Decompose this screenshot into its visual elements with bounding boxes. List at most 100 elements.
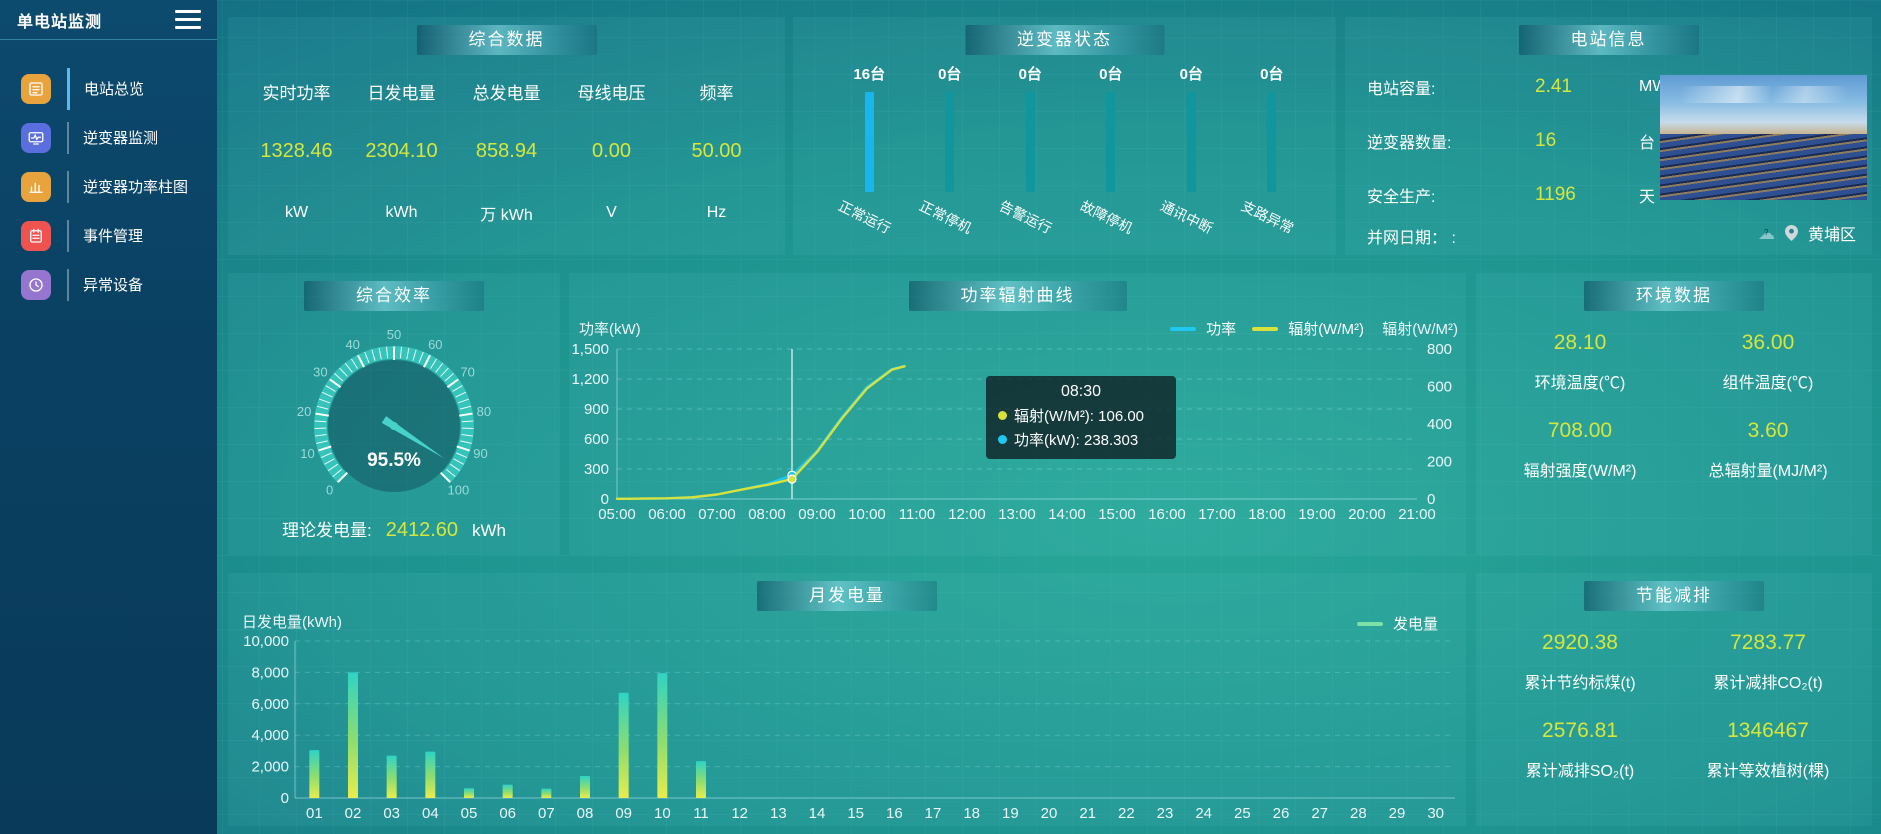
tooltip-series-value: 辐射(W/M²): 106.00 xyxy=(1014,408,1145,425)
station-info-row: 电站容量: 2.41 MW xyxy=(1367,75,1667,99)
svg-text:14:00: 14:00 xyxy=(1048,506,1086,523)
summary-metric-unit: 万 kWh xyxy=(480,206,533,224)
tooltip-series-dot xyxy=(998,435,1007,444)
station-info-value: 1196 xyxy=(1535,184,1576,205)
sidebar-item-label: 逆变器功率柱图 xyxy=(83,179,189,196)
svg-text:08:00: 08:00 xyxy=(748,506,786,523)
svg-text:15: 15 xyxy=(847,805,864,822)
sidebar-item-label: 事件管理 xyxy=(83,228,144,245)
inverter-status-column: 0台支路异常 xyxy=(1232,63,1313,236)
svg-text:07:00: 07:00 xyxy=(698,506,736,523)
environment-metric: 3.60 总辐射量(MJ/M²) xyxy=(1674,419,1862,481)
svg-text:16:00: 16:00 xyxy=(1148,506,1186,523)
cloud-icon[interactable]: ☁? xyxy=(1757,223,1775,243)
svg-text:11:00: 11:00 xyxy=(899,506,935,523)
saving-metric: 2920.38 累计节约标煤(t) xyxy=(1486,631,1674,693)
tooltip-row: 功率(kW): 238.303 xyxy=(998,429,1164,450)
sidebar: 单电站监测 电站总览 逆变器监测逆变器功率柱图 事件管理异常设备 xyxy=(0,0,217,834)
environment-metric-value: 3.60 xyxy=(1747,419,1789,442)
svg-text:2,000: 2,000 xyxy=(251,759,289,776)
inverter-count: 0台 xyxy=(1260,66,1284,83)
inverter-status-bar xyxy=(1186,92,1196,192)
summary-metric-value: 0.00 xyxy=(592,140,631,163)
app-title: 单电站监测 xyxy=(17,13,103,31)
svg-text:25: 25 xyxy=(1234,805,1251,822)
svg-text:10: 10 xyxy=(300,446,314,461)
svg-text:0: 0 xyxy=(281,790,289,807)
power-curve-chart[interactable]: 0 300 600 900 1,200 1,500 0 200 400 600 800 05:00 06… xyxy=(569,273,1466,555)
svg-text:27: 27 xyxy=(1311,805,1328,822)
panel-summary-title: 综合数据 xyxy=(416,25,597,55)
svg-text:12:00: 12:00 xyxy=(948,506,986,523)
saving-metric: 1346467 累计等效植树(棵) xyxy=(1674,719,1862,781)
station-info-value: 16 xyxy=(1535,130,1557,151)
legend-marker-power xyxy=(1170,326,1197,331)
power-bars-icon xyxy=(21,171,51,202)
panel-summary: 综合数据 实时功率 日发电量 总发电量 母线电压 频率 1328.46 2304.10 858… xyxy=(228,17,785,255)
svg-text:19: 19 xyxy=(1002,805,1019,822)
saving-metric-value: 2920.38 xyxy=(1542,631,1618,654)
station-info-row: 逆变器数量: 16 台 xyxy=(1367,129,1655,153)
inverter-count: 0台 xyxy=(1179,66,1203,83)
inverter-status-bar xyxy=(1025,92,1035,192)
svg-text:300: 300 xyxy=(584,461,609,478)
event-note-icon xyxy=(21,220,51,251)
svg-text:11: 11 xyxy=(693,805,709,822)
station-photo xyxy=(1660,75,1867,200)
inverter-status-label: 告警运行 xyxy=(997,197,1055,237)
panel-monthly-energy: 月发电量 日发电量(kWh) 发电量 0 2,000 4,000 6,000 8,000… xyxy=(228,573,1466,826)
summary-metric-label: 实时功率 xyxy=(262,83,331,103)
svg-text:800: 800 xyxy=(1427,341,1452,358)
svg-text:600: 600 xyxy=(584,431,609,448)
svg-text:1,200: 1,200 xyxy=(571,371,609,388)
station-info-label: 电站容量: xyxy=(1367,81,1436,98)
svg-text:17: 17 xyxy=(925,805,942,822)
svg-text:01: 01 xyxy=(306,805,323,822)
summary-metric-value: 2304.10 xyxy=(365,140,438,163)
sidebar-item-5[interactable]: 异常设备 xyxy=(0,260,217,309)
monthly-y-axis-title: 日发电量(kWh) xyxy=(242,614,342,631)
monthly-bar-chart[interactable]: 0 2,000 4,000 6,000 8,000 10,000 01 02 03 04 05 06 0… xyxy=(228,573,1466,826)
environment-metric-label: 组件温度(℃) xyxy=(1722,375,1814,392)
panel-power-curve: 功率辐射曲线 功率(kW) 辐射(W/M²) 功率 辐射(W/M²) 0 300 6… xyxy=(569,273,1466,555)
sidebar-item-2[interactable]: 逆变器监测 xyxy=(0,113,217,162)
theoretical-energy-label: 理论发电量: xyxy=(281,521,372,540)
svg-text:23: 23 xyxy=(1157,805,1174,822)
svg-text:19:00: 19:00 xyxy=(1298,506,1336,523)
svg-text:28: 28 xyxy=(1350,805,1367,822)
station-info-label: 逆变器数量: xyxy=(1367,135,1452,152)
inverter-count: 16台 xyxy=(853,66,886,83)
location-pin-icon[interactable] xyxy=(1784,225,1798,241)
inverter-status-bar xyxy=(1106,92,1116,192)
panel-environment: 环境数据 28.10 环境温度(℃) 36.00 组件温度(℃) 708.00 辐射强度(… xyxy=(1476,273,1872,555)
svg-text:0: 0 xyxy=(326,482,333,497)
inverter-count: 0台 xyxy=(938,66,962,83)
sidebar-item-3[interactable]: 逆变器功率柱图 xyxy=(0,162,217,211)
svg-text:10:00: 10:00 xyxy=(848,506,886,523)
sidebar-item-1[interactable]: 电站总览 xyxy=(0,64,217,113)
monthly-legend[interactable]: 发电量 xyxy=(1356,613,1438,634)
environment-metric-label: 辐射强度(W/M²) xyxy=(1523,463,1637,480)
environment-metric-value: 36.00 xyxy=(1741,331,1795,354)
svg-text:50: 50 xyxy=(387,327,401,342)
svg-text:600: 600 xyxy=(1427,379,1452,396)
svg-text:05:00: 05:00 xyxy=(598,506,636,523)
station-info-value: 2.41 xyxy=(1535,76,1572,97)
svg-text:400: 400 xyxy=(1427,416,1452,433)
efficiency-gauge: 0 10 20 30 40 50 60 70 80 90 100 95.5% xyxy=(297,327,491,497)
inverter-status-column: 0台 通讯中断 xyxy=(1151,63,1232,236)
tooltip-time: 08:30 xyxy=(1060,383,1102,400)
panel-monthly-title: 月发电量 xyxy=(757,581,937,611)
svg-text:08: 08 xyxy=(577,805,594,822)
right-axis-title: 辐射(W/M²) xyxy=(1382,321,1458,338)
inverter-status-label: 支路异常 xyxy=(1238,197,1297,237)
svg-text:1,500: 1,500 xyxy=(571,341,609,358)
theoretical-energy-value: 2412.60 xyxy=(385,519,459,541)
inverter-count: 0台 xyxy=(1099,66,1123,83)
sidebar-item-4[interactable]: 事件管理 xyxy=(0,211,217,260)
svg-text:09:00: 09:00 xyxy=(798,506,836,523)
svg-text:16: 16 xyxy=(886,805,903,822)
power-curve-legend[interactable]: 功率 辐射(W/M²) xyxy=(1170,318,1364,339)
photo-solar-panels xyxy=(1660,133,1867,200)
hamburger-icon[interactable] xyxy=(175,10,201,29)
